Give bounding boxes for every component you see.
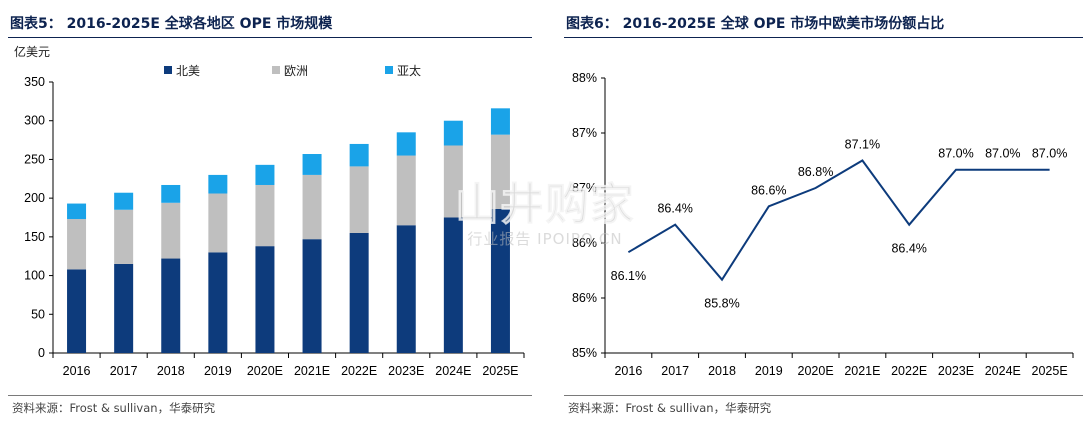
bar-segment-0 (255, 246, 275, 353)
bar-segment-0 (114, 263, 134, 353)
bar-segment-1 (396, 155, 416, 226)
bar-segment-0 (161, 258, 181, 353)
left-source-note: 资料来源：Frost & sullivan，华泰研究 (12, 401, 216, 415)
bar-segment-1 (255, 184, 275, 247)
x-tick-label: 2023E (938, 364, 974, 378)
x-tick-label: 2016 (614, 364, 642, 378)
y-tick-label: 86% (572, 291, 597, 305)
legend-label-0: 北美 (176, 64, 200, 78)
y-tick-label: 87% (572, 181, 597, 195)
y-tick-label: 250 (24, 152, 45, 166)
bar-segment-2 (255, 164, 275, 185)
data-label: 87.0% (1032, 147, 1067, 161)
left-chart-title: 图表5： 2016-2025E 全球各地区 OPE 市场规模 (10, 16, 333, 32)
left-chart-panel: 图表5： 2016-2025E 全球各地区 OPE 市场规模 亿美元北美 欧洲 亚太… (0, 0, 536, 424)
bar-segment-2 (490, 108, 510, 135)
data-label: 87.0% (938, 147, 973, 161)
right-source-note: 资料来源：Frost & sullivan，华泰研究 (568, 401, 772, 415)
x-tick-label: 2022E (891, 364, 927, 378)
bar-segment-2 (396, 132, 416, 156)
bar-segment-2 (302, 154, 322, 175)
bar-segment-0 (396, 225, 416, 353)
legend-swatch-1 (272, 66, 280, 74)
y-tick-label: 200 (24, 191, 45, 205)
y-tick-label: 0 (38, 346, 45, 360)
x-tick-label: 2020E (247, 364, 283, 378)
bar-segment-1 (114, 209, 134, 264)
legend-swatch-0 (164, 66, 172, 74)
bar-segment-0 (443, 217, 463, 353)
bar-segment-0 (349, 232, 369, 353)
data-label: 87.1% (845, 138, 880, 152)
data-label: 86.6% (751, 183, 786, 197)
x-tick-label: 2018 (708, 364, 736, 378)
y-axis-unit-label: 亿美元 (14, 44, 50, 59)
y-tick-label: 88% (572, 71, 597, 85)
share-line-chart: 85% 86% 86% 87% 87% 88% 2016 2017 2018 2019 2020E 2… (572, 71, 1074, 378)
legend-swatch-2 (385, 66, 393, 74)
x-tick-label: 2022E (341, 364, 377, 378)
x-tick-label: 2016 (63, 364, 91, 378)
bar-segment-1 (443, 145, 463, 218)
legend-label-1: 欧洲 (284, 64, 308, 78)
bar-segment-0 (67, 269, 87, 353)
data-label: 87.0% (985, 147, 1020, 161)
y-tick-label: 86% (572, 236, 597, 250)
bar-segment-2 (349, 143, 369, 167)
x-tick-label: 2021E (294, 364, 330, 378)
data-label: 86.4% (657, 202, 692, 216)
y-tick-label: 350 (24, 75, 45, 89)
x-tick-label: 2025E (1032, 364, 1068, 378)
right-chart-panel: 图表6： 2016-2025E 全球 OPE 市场中欧美市场份额占比 85% 86… (556, 0, 1087, 424)
x-tick-label: 2025E (482, 364, 518, 378)
bar-segment-1 (161, 202, 181, 259)
bar-segment-1 (349, 166, 369, 233)
bar-segment-1 (208, 193, 228, 253)
x-tick-label: 2021E (844, 364, 880, 378)
right-title-rule (564, 37, 1083, 38)
bar-segment-2 (114, 192, 134, 210)
bar-segment-0 (490, 208, 510, 353)
bar-segment-0 (302, 239, 322, 353)
bar-segment-1 (490, 134, 510, 209)
bar-segment-1 (302, 174, 322, 240)
x-tick-label: 2024E (985, 364, 1021, 378)
y-tick-label: 85% (572, 346, 597, 360)
x-tick-label: 2019 (204, 364, 232, 378)
data-label: 86.4% (891, 242, 926, 256)
legend-label-2: 亚太 (397, 63, 421, 78)
x-tick-label: 2023E (388, 364, 424, 378)
y-tick-label: 87% (572, 126, 597, 140)
bar-segment-2 (67, 203, 87, 220)
bar-segment-2 (161, 184, 181, 203)
series-line (627, 159, 1050, 282)
y-tick-label: 300 (24, 114, 45, 128)
data-label: 86.8% (798, 165, 833, 179)
right-chart-title: 图表6： 2016-2025E 全球 OPE 市场中欧美市场份额占比 (566, 16, 945, 32)
bar-segment-2 (208, 174, 228, 194)
bar-segment-2 (443, 120, 463, 146)
data-label: 86.1% (611, 269, 646, 283)
left-title-rule (8, 37, 532, 38)
x-tick-label: 2019 (755, 364, 783, 378)
bar-segment-1 (67, 219, 87, 270)
bar-segment-0 (208, 252, 228, 353)
y-tick-label: 100 (24, 269, 45, 283)
data-label: 85.8% (704, 297, 739, 311)
x-tick-label: 2017 (110, 364, 138, 378)
y-tick-label: 150 (24, 230, 45, 244)
right-bottom-rule (564, 395, 1083, 396)
left-bottom-rule (8, 395, 532, 396)
x-tick-label: 2020E (798, 364, 834, 378)
x-tick-label: 2024E (435, 364, 471, 378)
y-tick-label: 50 (31, 307, 45, 321)
x-tick-label: 2017 (661, 364, 689, 378)
x-tick-label: 2018 (157, 364, 185, 378)
